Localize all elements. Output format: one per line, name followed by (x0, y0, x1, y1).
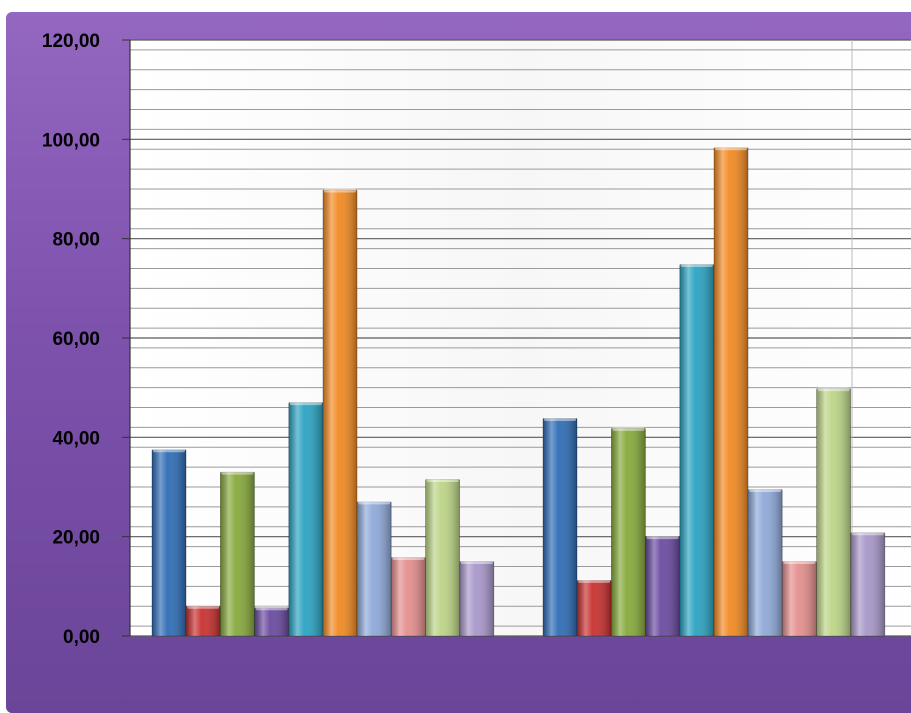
bar (611, 426, 646, 637)
y-tick-label: 60,00 (52, 329, 100, 350)
bar (322, 188, 358, 637)
bar (356, 500, 392, 637)
bar (459, 560, 495, 637)
chart-area: 0,00 20,00 40,00 60,00 80,00 100,00 120,00 (6, 12, 911, 713)
bar (645, 535, 680, 637)
y-tick-label: 20,00 (52, 528, 100, 549)
bar (816, 387, 851, 637)
bar (850, 531, 886, 637)
y-tick-label: 100,00 (42, 130, 100, 151)
bar (542, 416, 578, 637)
bar (425, 478, 461, 637)
bar (713, 146, 749, 637)
bar (679, 262, 715, 637)
bar (782, 560, 817, 637)
bar (576, 578, 612, 637)
bar (151, 448, 187, 637)
bar-chart: 0,00 20,00 40,00 60,00 80,00 100,00 120,00 (42, 31, 911, 648)
y-tick-label: 80,00 (52, 230, 100, 251)
y-tick-label: 120,00 (42, 31, 100, 52)
bar (390, 556, 426, 637)
y-tick-label: 0,00 (63, 627, 100, 648)
bar (185, 604, 221, 637)
bar (288, 401, 324, 637)
bar (747, 487, 783, 637)
bar (219, 470, 255, 637)
bar (254, 606, 290, 637)
y-tick-label: 40,00 (52, 428, 100, 449)
